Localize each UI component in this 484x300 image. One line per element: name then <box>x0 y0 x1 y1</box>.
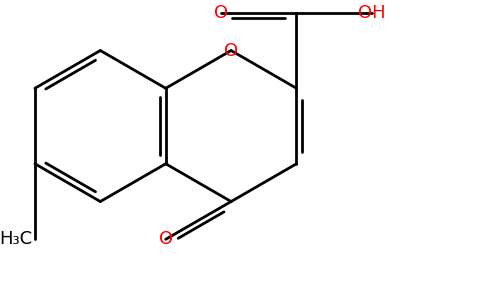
Text: O: O <box>214 4 228 22</box>
Text: O: O <box>224 41 238 59</box>
Text: O: O <box>159 230 173 248</box>
Text: H₃C: H₃C <box>0 230 32 248</box>
Text: OH: OH <box>358 4 386 22</box>
